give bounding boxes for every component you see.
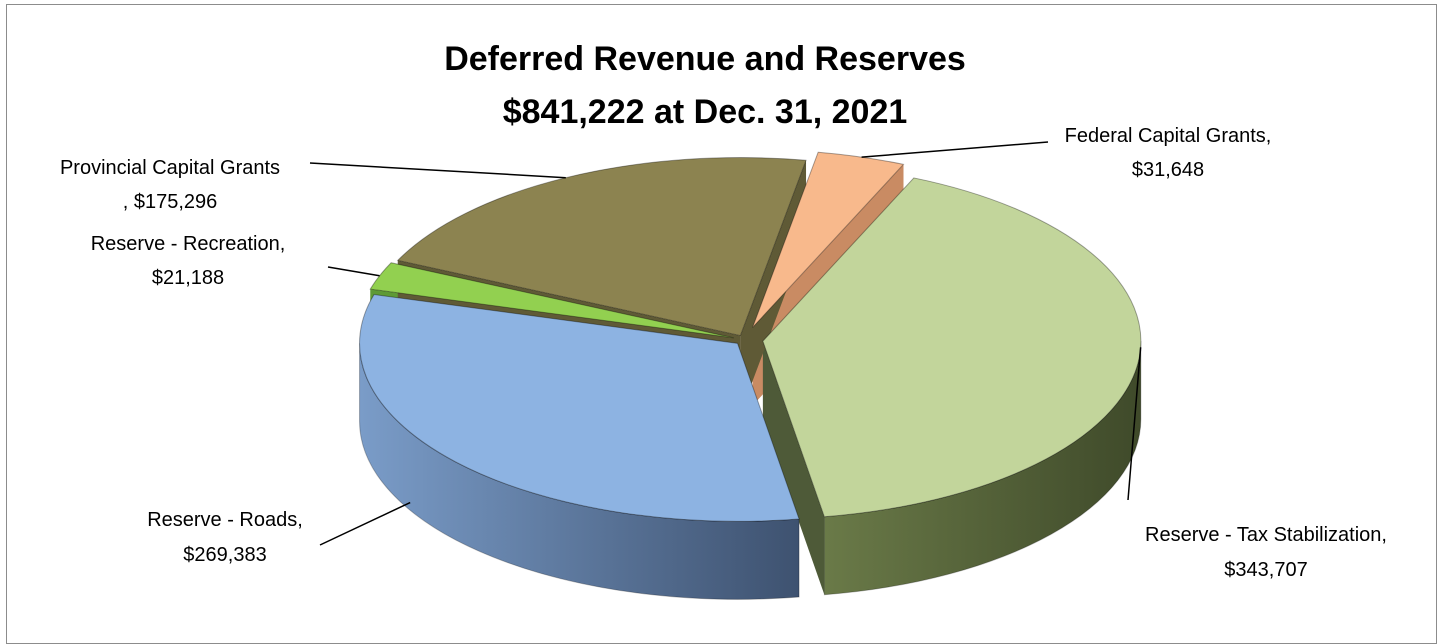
leader-line-tax bbox=[1127, 347, 1142, 501]
pie-chart: Deferred Revenue and Reserves $841,222 a… bbox=[60, 40, 1387, 600]
slice-label-tax-line-1: Reserve - Tax Stabilization, bbox=[1145, 524, 1387, 546]
pie-cut-tax bbox=[762, 341, 825, 595]
slice-label-recreation-line-2: $21,188 bbox=[152, 267, 224, 289]
leader-line-roads bbox=[319, 501, 411, 546]
slice-label-provincial-line-1: Provincial Capital Grants bbox=[60, 157, 280, 179]
slice-label-provincial-line-2: , $175,296 bbox=[123, 191, 218, 213]
chart-title-line-1: Deferred Revenue and Reserves bbox=[444, 40, 966, 78]
pie-slice-roads bbox=[359, 293, 800, 522]
slice-label-roads-line-1: Reserve - Roads, bbox=[147, 509, 303, 531]
leader-lines bbox=[309, 141, 1142, 546]
chart-title-line-2: $841,222 at Dec. 31, 2021 bbox=[503, 93, 908, 131]
pie-slices bbox=[359, 151, 1142, 600]
leader-line-recreation bbox=[327, 266, 380, 277]
slice-label-roads-line-2: $269,383 bbox=[183, 544, 266, 566]
slice-label-federal-line-1: Federal Capital Grants, bbox=[1065, 125, 1272, 147]
slice-label-tax-line-2: $343,707 bbox=[1224, 559, 1307, 581]
pie-slice-provincial bbox=[396, 157, 807, 337]
leader-line-provincial bbox=[309, 162, 566, 179]
slice-label-recreation-line-1: Reserve - Recreation, bbox=[91, 233, 286, 255]
slice-label-federal-line-2: $31,648 bbox=[1132, 159, 1204, 181]
leader-line-federal bbox=[861, 141, 1049, 158]
pie-slice-tax bbox=[762, 177, 1142, 518]
